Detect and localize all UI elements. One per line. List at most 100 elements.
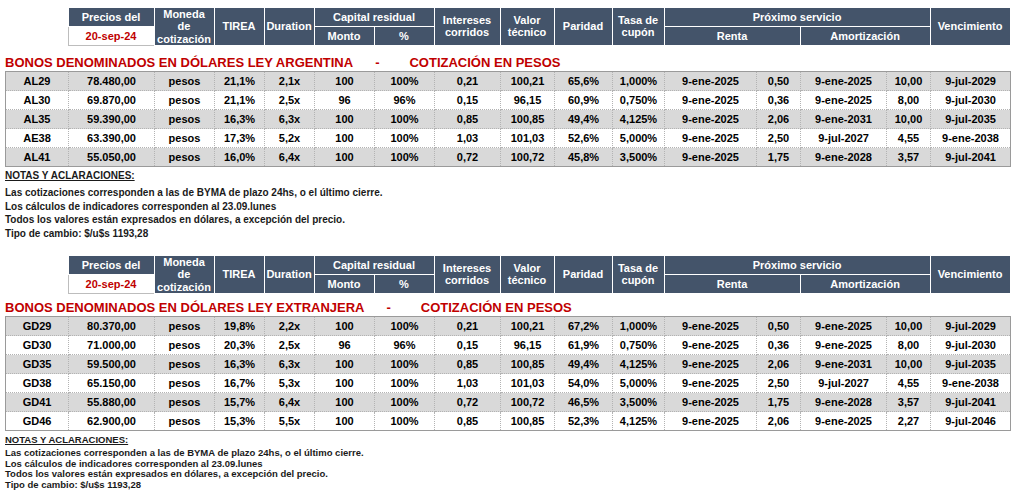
cell-intereses: 0,15 [435, 91, 501, 110]
cell-moneda: pesos [155, 129, 215, 148]
cell-renta-fecha: 9-ene-2025 [665, 129, 757, 148]
cell-pct: 100% [375, 355, 435, 374]
note-line: Las cotizaciones corresponden a las de B… [5, 186, 383, 200]
table-row-gd38: GD3865.150,00pesos16,7%5,3x100100%1,0310… [6, 374, 1011, 393]
cell-paridad: 46,5% [555, 393, 613, 412]
cell-vencimiento: 9-jul-2030 [931, 91, 1011, 110]
cell-vencimiento: 9-jul-2035 [931, 355, 1011, 374]
cell-paridad: 65,6% [555, 72, 613, 91]
title-left: BONOS DENOMINADOS EN DÓLARES LEY EXTRANJ… [5, 300, 364, 315]
cell-tirea: 19,8% [215, 317, 265, 336]
bond-table-ley-extranjera: GD2980.370,00pesos19,8%2,2x100100%0,2110… [5, 316, 1011, 431]
cell-precio: 78.480,00 [69, 72, 155, 91]
table-row-gd35: GD3559.500,00pesos16,3%6,3x100100%0,8510… [6, 355, 1011, 374]
bond-table-ley-argentina: AL2978.480,00pesos21,1%2,1x100100%0,2110… [5, 71, 1011, 167]
col-vencimiento: Vencimiento [930, 256, 1010, 294]
cell-tirea: 15,7% [215, 393, 265, 412]
cell-amort-monto: 4,55 [887, 374, 931, 393]
cell-paridad: 61,9% [555, 336, 613, 355]
cell-moneda: pesos [155, 110, 215, 129]
cell-renta-monto: 0,36 [757, 91, 801, 110]
cell-precio: 62.900,00 [69, 412, 155, 431]
col-vencimiento: Vencimiento [930, 8, 1010, 46]
cell-tirea: 15,3% [215, 412, 265, 431]
cell-tasa-cupon: 5,000% [613, 374, 665, 393]
cell-valor-tecnico: 101,03 [501, 374, 555, 393]
cell-moneda: pesos [155, 72, 215, 91]
cell-precio: 55.050,00 [69, 148, 155, 167]
cell-intereses: 0,21 [435, 72, 501, 91]
cell-renta-monto: 0,50 [757, 317, 801, 336]
title-right: COTIZACIÓN EN PESOS [409, 55, 560, 70]
cell-monto: 96 [315, 336, 375, 355]
cell-tasa-cupon: 0,750% [613, 336, 665, 355]
notes-heading: NOTAS Y ACLARACIONES: [5, 434, 364, 445]
col-intereses: Intereses corridos [434, 8, 500, 46]
cell-monto: 96 [315, 91, 375, 110]
notes-heading: NOTAS Y ACLARACIONES: [5, 170, 383, 181]
cell-moneda: pesos [155, 393, 215, 412]
cell-vencimiento: 9-jul-2029 [931, 72, 1011, 91]
cell-amort-fecha: 9-ene-2025 [801, 336, 887, 355]
cell-duration: 6,3x [265, 110, 315, 129]
header-corner-blank [5, 256, 68, 294]
cell-valor-tecnico: 100,85 [501, 412, 555, 431]
cell-amort-fecha: 9-ene-2025 [801, 412, 887, 431]
cell-vencimiento: 9-jul-2035 [931, 110, 1011, 129]
cell-tirea: 16,0% [215, 148, 265, 167]
cell-moneda: pesos [155, 317, 215, 336]
cell-renta-monto: 1,75 [757, 148, 801, 167]
cell-intereses: 0,85 [435, 412, 501, 431]
cell-monto: 100 [315, 110, 375, 129]
cell-duration: 6,4x [265, 148, 315, 167]
cell-valor-tecnico: 96,15 [501, 336, 555, 355]
col-moneda: Moneda de cotización [154, 256, 214, 294]
cell-amort-monto: 4,55 [887, 129, 931, 148]
cell-paridad: 67,2% [555, 317, 613, 336]
cell-vencimiento: 9-ene-2038 [931, 129, 1011, 148]
note-line: Todos los valores están expresados en dó… [5, 469, 364, 480]
cell-amort-fecha: 9-jul-2027 [801, 129, 887, 148]
col-monto: Monto [314, 26, 374, 45]
cell-intereses: 1,03 [435, 129, 501, 148]
note-line: Todos los valores están expresados en dó… [5, 213, 383, 227]
cell-intereses: 1,03 [435, 374, 501, 393]
cell-amort-monto: 2,27 [887, 412, 931, 431]
cell-amort-monto: 8,00 [887, 336, 931, 355]
col-intereses: Intereses corridos [434, 256, 500, 294]
cell-vencimiento: 9-jul-2029 [931, 317, 1011, 336]
cell-ticker: GD41 [6, 393, 69, 412]
cell-paridad: 52,3% [555, 412, 613, 431]
cell-tasa-cupon: 5,000% [613, 129, 665, 148]
col-monto: Monto [314, 274, 374, 293]
cell-vencimiento: 9-ene-2038 [931, 374, 1011, 393]
cell-precio: 65.150,00 [69, 374, 155, 393]
cell-intereses: 0,21 [435, 317, 501, 336]
price-date-cell: 20-sep-24 [68, 274, 154, 293]
cell-tirea: 20,3% [215, 336, 265, 355]
col-moneda: Moneda de cotización [154, 8, 214, 46]
cell-vencimiento: 9-jul-2030 [931, 336, 1011, 355]
cell-intereses: 0,85 [435, 355, 501, 374]
cell-valor-tecnico: 100,21 [501, 317, 555, 336]
cell-tasa-cupon: 3,500% [613, 148, 665, 167]
title-dash: - [375, 55, 379, 70]
cell-paridad: 49,4% [555, 355, 613, 374]
col-valor-tecnico: Valor técnico [500, 256, 554, 294]
table-row-gd46: GD4662.900,00pesos15,3%5,5x100100%0,8510… [6, 412, 1011, 431]
cell-amort-monto: 10,00 [887, 110, 931, 129]
cell-amort-monto: 10,00 [887, 317, 931, 336]
cell-vencimiento: 9-jul-2046 [931, 412, 1011, 431]
cell-renta-fecha: 9-ene-2025 [665, 355, 757, 374]
cell-renta-fecha: 9-ene-2025 [665, 72, 757, 91]
cell-tasa-cupon: 1,000% [613, 317, 665, 336]
cell-renta-monto: 2,06 [757, 355, 801, 374]
cell-precio: 69.870,00 [69, 91, 155, 110]
cell-amort-monto: 3,57 [887, 393, 931, 412]
cell-renta-fecha: 9-ene-2025 [665, 374, 757, 393]
bond-table-header-ley-extranjera: Precios del Moneda de cotización TIREA D… [5, 255, 1011, 294]
col-capital-residual: Capital residual [314, 256, 434, 275]
cell-precio: 59.390,00 [69, 110, 155, 129]
cell-renta-monto: 0,50 [757, 72, 801, 91]
cell-amort-fecha: 9-ene-2028 [801, 393, 887, 412]
